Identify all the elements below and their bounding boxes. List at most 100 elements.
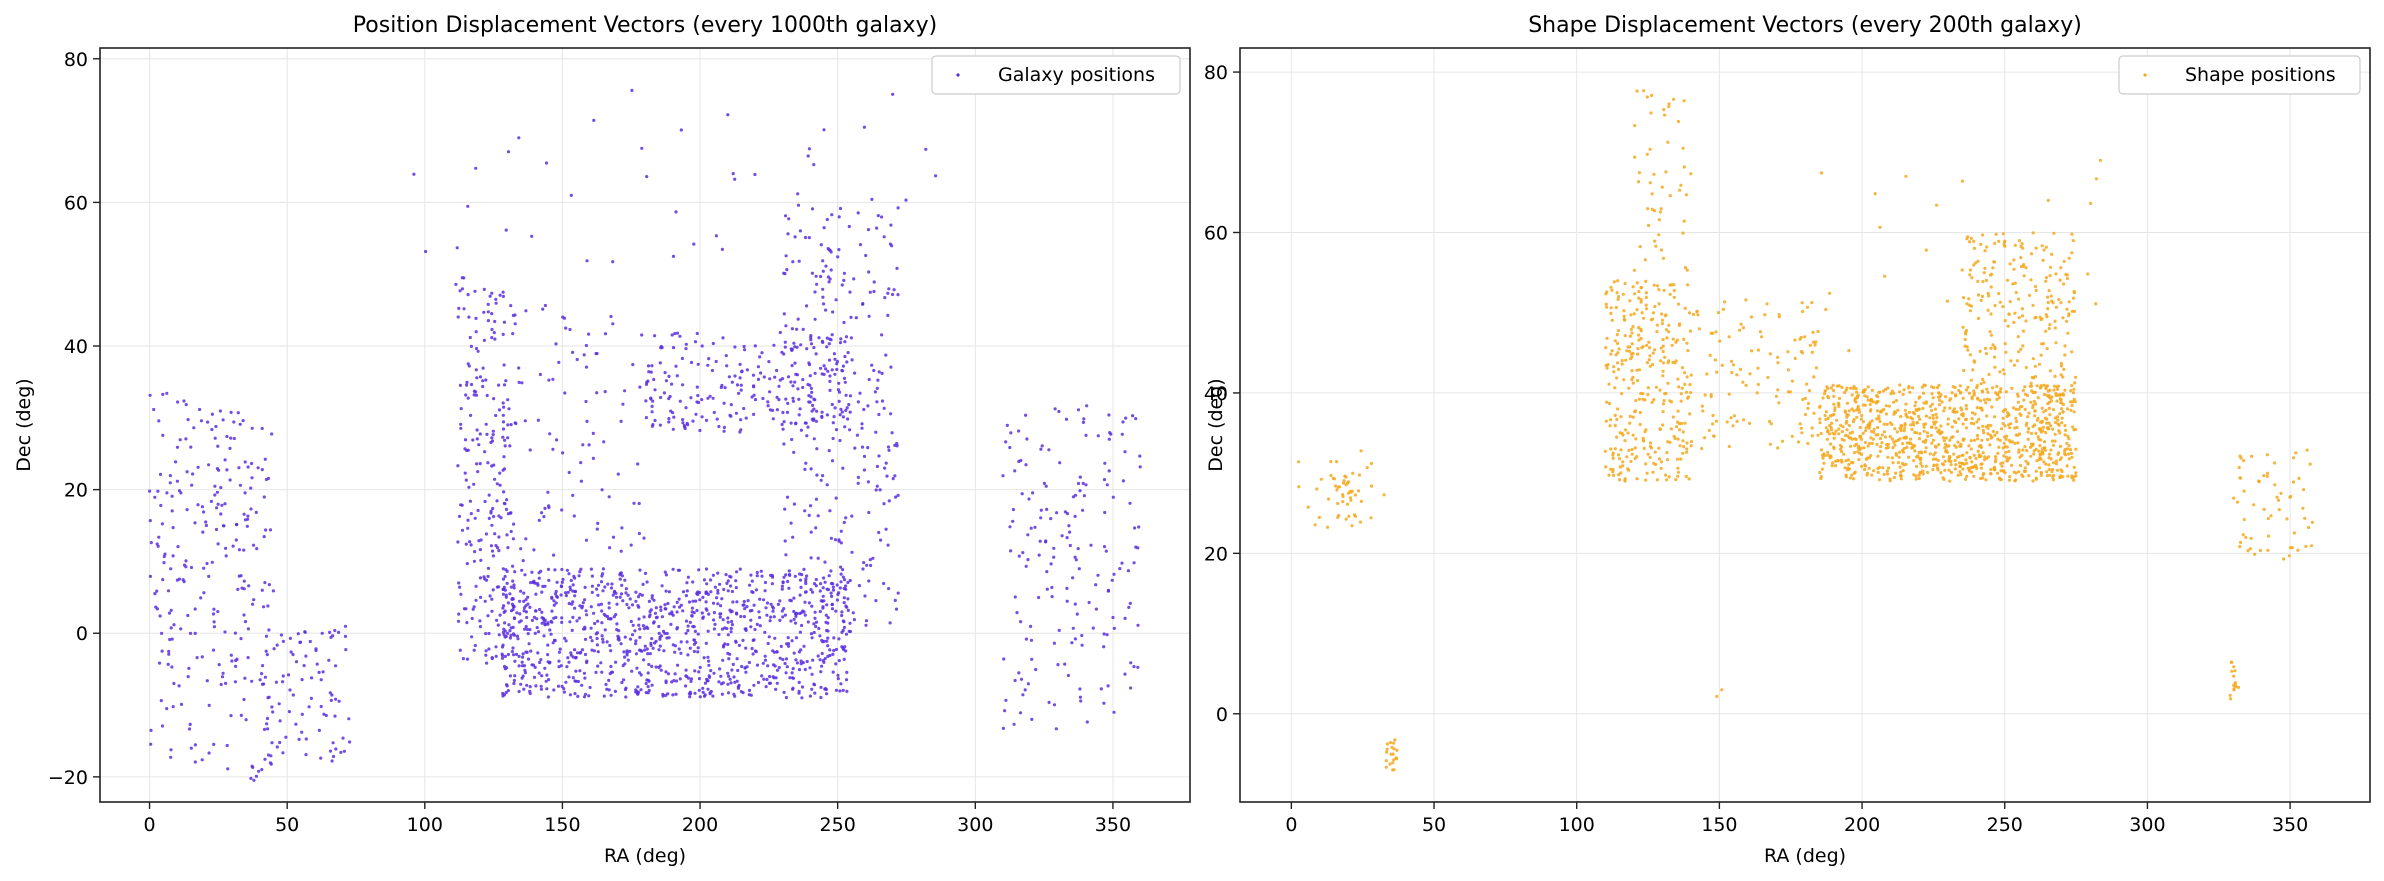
data-point xyxy=(1977,417,1981,421)
data-point xyxy=(233,680,237,684)
data-point xyxy=(1013,469,1017,473)
data-point xyxy=(678,399,682,403)
data-point xyxy=(2252,503,2256,507)
data-point xyxy=(705,608,709,612)
data-point xyxy=(643,648,647,652)
data-point xyxy=(761,396,765,401)
data-point xyxy=(842,657,846,662)
data-point xyxy=(727,657,731,661)
data-point xyxy=(1884,404,1888,408)
data-point xyxy=(237,548,241,552)
data-point xyxy=(1700,446,1704,451)
data-point xyxy=(1760,335,1764,339)
data-point xyxy=(1021,693,1025,697)
data-point xyxy=(896,493,900,497)
data-point xyxy=(505,683,509,687)
data-point xyxy=(1073,637,1077,641)
data-point xyxy=(2039,384,2043,388)
data-point xyxy=(818,609,822,614)
data-point xyxy=(2304,544,2308,549)
data-point xyxy=(1640,311,1644,315)
data-point xyxy=(2018,412,2022,416)
data-point xyxy=(1947,468,1951,472)
data-point xyxy=(266,604,270,608)
data-point xyxy=(811,418,816,422)
data-point xyxy=(2238,545,2242,549)
data-point xyxy=(696,362,700,366)
data-point xyxy=(580,648,585,652)
data-point xyxy=(686,423,690,427)
data-point xyxy=(1628,349,1632,353)
data-point xyxy=(578,669,582,673)
data-point xyxy=(2020,307,2024,311)
data-point xyxy=(186,675,190,679)
data-point xyxy=(2034,469,2038,473)
data-point xyxy=(2282,557,2286,561)
data-point xyxy=(825,413,830,417)
data-point xyxy=(665,636,669,640)
data-point xyxy=(296,632,300,636)
data-point xyxy=(2013,243,2017,247)
data-point xyxy=(1644,279,1648,283)
data-point xyxy=(162,561,166,565)
data-point xyxy=(1058,461,1062,465)
data-point xyxy=(2291,480,2296,484)
data-point xyxy=(792,502,797,506)
data-point xyxy=(1609,352,1613,356)
data-point xyxy=(1970,460,1974,464)
data-point xyxy=(2008,456,2012,460)
data-point xyxy=(2042,383,2046,387)
data-point xyxy=(1744,383,1748,387)
data-point xyxy=(217,663,221,667)
data-point xyxy=(537,671,541,675)
data-point xyxy=(875,400,879,404)
data-point xyxy=(708,691,712,695)
data-point xyxy=(1687,477,1691,481)
data-point xyxy=(634,688,638,692)
data-point xyxy=(836,388,841,392)
data-point xyxy=(1637,296,1641,300)
data-point xyxy=(694,412,698,416)
data-point xyxy=(1931,457,1935,461)
data-point xyxy=(2032,452,2036,456)
data-point xyxy=(875,226,879,230)
data-point xyxy=(830,607,835,611)
data-point xyxy=(609,693,613,697)
data-point xyxy=(1888,435,1892,439)
data-point xyxy=(1939,471,1943,475)
data-point xyxy=(1111,615,1115,620)
data-point xyxy=(782,420,786,424)
data-point xyxy=(848,290,852,294)
data-point xyxy=(1635,281,1639,285)
data-point xyxy=(1962,462,1966,466)
data-point xyxy=(822,128,826,132)
data-point xyxy=(2057,451,2061,455)
data-point xyxy=(2016,400,2020,404)
data-point xyxy=(696,632,700,636)
data-point xyxy=(167,652,171,656)
data-point xyxy=(243,460,247,464)
data-point xyxy=(828,337,832,341)
data-point xyxy=(1614,305,1618,310)
data-point xyxy=(532,615,537,619)
data-point xyxy=(310,676,314,680)
data-point xyxy=(636,462,640,466)
data-point xyxy=(752,393,756,397)
data-point xyxy=(1966,235,1970,239)
data-point xyxy=(605,640,609,644)
legend-box xyxy=(2118,55,2361,95)
data-point xyxy=(653,611,658,615)
data-point xyxy=(2024,423,2028,427)
data-point xyxy=(856,400,861,404)
data-point xyxy=(235,657,239,661)
data-point xyxy=(2014,416,2018,420)
data-point xyxy=(2297,476,2301,480)
data-point xyxy=(554,342,558,346)
data-point xyxy=(1105,633,1109,637)
data-point xyxy=(601,637,605,641)
data-point xyxy=(875,464,880,469)
data-point xyxy=(469,511,473,516)
data-point xyxy=(1853,437,1857,441)
data-point xyxy=(835,362,839,366)
data-point xyxy=(1138,465,1142,469)
